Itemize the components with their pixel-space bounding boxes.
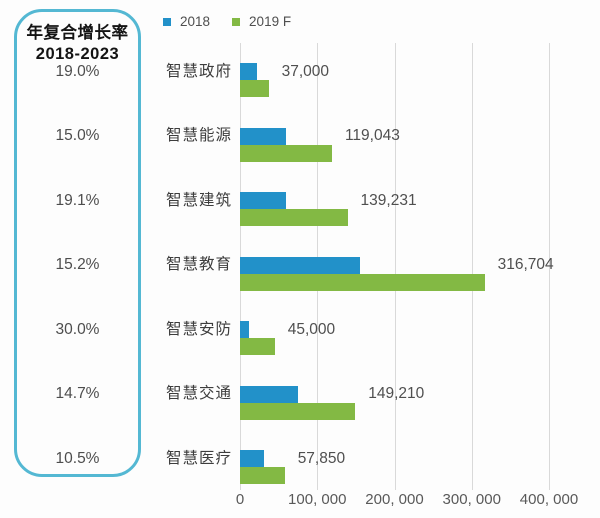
chart-legend: 2018 2019 F: [163, 14, 291, 29]
legend-label-2018: 2018: [180, 14, 211, 29]
bar-2019f-4: [240, 273, 485, 291]
legend-item-2018: 2018: [163, 14, 210, 29]
bar-2018-5: [240, 321, 250, 338]
x-axis-tick-label: 200, 000: [365, 491, 424, 508]
gridline-200000: [394, 43, 396, 490]
category-label-3: 智慧建筑: [165, 191, 232, 209]
legend-swatch-2019f-icon: [232, 17, 241, 26]
bar-2019f-7: [240, 467, 285, 484]
cagr-box: 年复合增长率 2018-2023: [14, 9, 141, 477]
value-label-4: 316,704: [497, 256, 554, 273]
bar-2018-4: [240, 256, 360, 274]
category-label-5: 智慧安防: [165, 320, 232, 338]
value-label-2: 119,043: [344, 127, 400, 144]
x-axis-tick-label: 300, 000: [442, 491, 501, 508]
cagr-value-5: 30.0%: [55, 320, 100, 338]
cagr-value-2: 15.0%: [55, 127, 100, 144]
value-label-6: 149,210: [368, 385, 425, 402]
value-label-5: 45,000: [287, 320, 336, 338]
gridline-300000: [471, 43, 473, 490]
bar-2018-6: [240, 385, 298, 403]
cagr-value-7: 10.5%: [55, 449, 100, 467]
bar-2019f-2: [240, 144, 332, 162]
category-label-1: 智慧政府: [165, 62, 232, 80]
cagr-value-3: 19.1%: [55, 191, 100, 209]
cagr-value-6: 14.7%: [55, 385, 100, 402]
x-axis-tick-label: 0: [235, 491, 245, 508]
bar-2019f-6: [240, 402, 356, 420]
value-label-3: 139,231: [360, 191, 417, 209]
cagr-value-1: 19.0%: [55, 62, 100, 80]
legend-item-2019f: 2019 F: [232, 14, 291, 29]
category-label-7: 智慧医疗: [165, 449, 232, 467]
cagr-value-4: 15.2%: [55, 256, 100, 273]
cagr-box-title: 年复合增长率 2018-2023: [17, 23, 138, 66]
cagr-title-line2: 2018-2023: [35, 45, 120, 64]
value-label-1: 37,000: [281, 62, 329, 80]
gridline-400000: [549, 43, 550, 490]
value-label-7: 57,850: [297, 449, 346, 467]
category-label-2: 智慧能源: [165, 127, 232, 144]
legend-label-2019f: 2019 F: [249, 14, 292, 29]
bar-2018-2: [240, 127, 287, 145]
category-label-4: 智慧教育: [165, 256, 232, 273]
category-label-6: 智慧交通: [165, 385, 232, 402]
bar-2018-3: [240, 192, 286, 209]
cagr-title-line1: 年复合增长率: [26, 24, 129, 42]
bar-2019f-3: [240, 209, 348, 226]
bar-2018-1: [240, 63, 257, 80]
legend-swatch-2018-icon: [163, 17, 171, 26]
bar-2019f-1: [240, 80, 269, 97]
bar-2018-7: [240, 450, 264, 467]
bar-2019f-5: [240, 338, 275, 355]
x-axis-tick-label: 400, 000: [519, 491, 579, 508]
x-axis-tick-label: 100, 000: [288, 491, 347, 508]
